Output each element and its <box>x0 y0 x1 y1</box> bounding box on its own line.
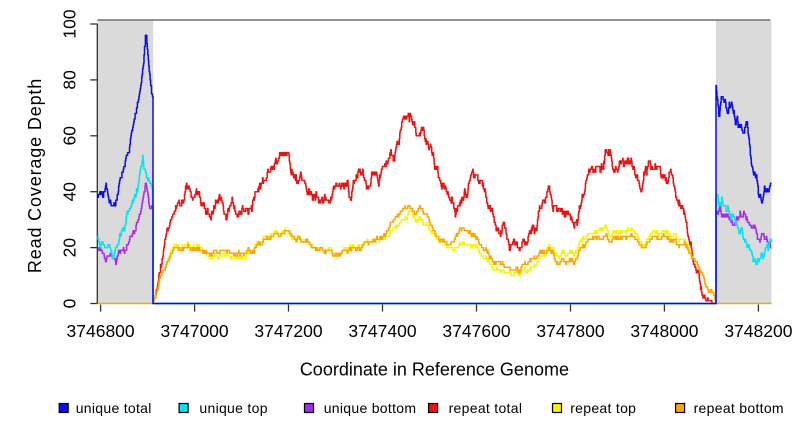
svg-text:40: 40 <box>60 182 80 202</box>
svg-text:3748200: 3748200 <box>724 321 792 341</box>
svg-text:3746800: 3746800 <box>67 321 135 341</box>
svg-text:0: 0 <box>60 298 80 308</box>
svg-text:3747000: 3747000 <box>161 321 229 341</box>
svg-text:Coordinate in Reference Genome: Coordinate in Reference Genome <box>300 360 569 380</box>
svg-text:unique top: unique top <box>199 400 267 416</box>
svg-text:20: 20 <box>60 238 80 258</box>
svg-text:100: 100 <box>60 9 80 38</box>
svg-text:repeat bottom: repeat bottom <box>694 400 784 416</box>
svg-text:unique total: unique total <box>76 400 152 416</box>
svg-text:3747600: 3747600 <box>442 321 510 341</box>
svg-text:3747200: 3747200 <box>254 321 322 341</box>
svg-text:3747800: 3747800 <box>536 321 604 341</box>
svg-text:3747400: 3747400 <box>348 321 416 341</box>
svg-text:3748000: 3748000 <box>630 321 698 341</box>
svg-text:80: 80 <box>60 70 80 90</box>
svg-text:Read Coverage Depth: Read Coverage Depth <box>25 78 45 273</box>
svg-text:repeat total: repeat total <box>449 400 523 416</box>
svg-text:repeat top: repeat top <box>570 400 636 416</box>
svg-text:unique bottom: unique bottom <box>324 400 417 416</box>
svg-text:60: 60 <box>60 126 80 146</box>
